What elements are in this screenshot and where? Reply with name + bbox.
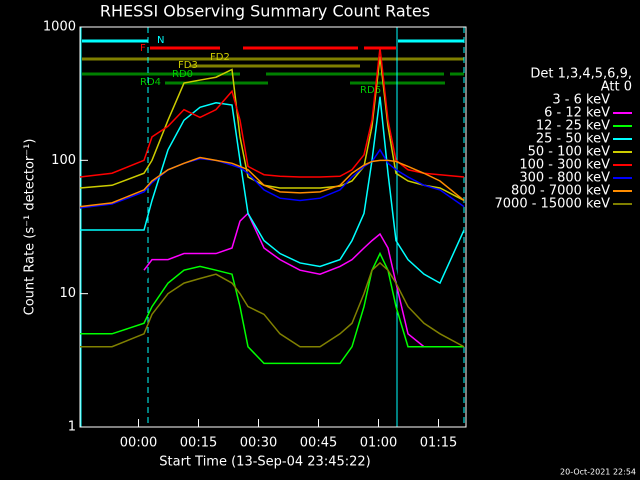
timestamp: 20-Oct-2021 22:54	[560, 468, 636, 477]
y-tick-label: 1	[68, 420, 76, 435]
legend-title: Att 0	[601, 80, 632, 95]
series-line	[143, 212, 464, 348]
flag-label: F	[140, 43, 146, 54]
x-tick-label: 01:00	[360, 436, 397, 451]
chart-title: RHESSI Observing Summary Count Rates	[100, 2, 430, 21]
legend-label: 50 - 100 keV	[528, 145, 611, 160]
legend-label: 12 - 25 keV	[536, 119, 610, 134]
flag-label: RD0	[172, 69, 193, 80]
series-line	[79, 148, 465, 209]
series-line	[80, 251, 464, 365]
legend-label: 800 - 7000 keV	[511, 184, 610, 199]
x-tick-label: 01:15	[420, 436, 457, 451]
y-tick-label: 1000	[43, 20, 76, 35]
flag-label: N	[157, 35, 164, 46]
series-line	[79, 47, 465, 178]
legend-label: 3 - 6 keV	[552, 93, 610, 108]
flag-label: RD6	[360, 85, 381, 96]
flag-bars: N F FD2 FD3 RD0 RD4 RD6	[82, 35, 464, 96]
legend-label: 25 - 50 keV	[536, 132, 610, 147]
legend-label: 100 - 300 keV	[519, 158, 610, 173]
series-line	[79, 156, 465, 208]
legend-label: 6 - 12 keV	[544, 106, 610, 121]
x-axis-label: Start Time (13-Sep-04 23:45:22)	[159, 455, 370, 470]
flag-label: FD3	[178, 60, 198, 71]
plot-frame	[79, 26, 467, 428]
legend-label: 300 - 800 keV	[519, 171, 610, 186]
series-line	[143, 205, 465, 388]
series-line	[80, 261, 465, 348]
x-tick-label: 00:15	[180, 436, 217, 451]
y-tick-label: 100	[51, 153, 76, 168]
y-tick-label: 10	[59, 286, 76, 301]
series-line	[79, 56, 465, 202]
x-tick-label: 00:30	[240, 436, 277, 451]
legend-title: Det 1,3,4,5,6,9,	[530, 67, 632, 82]
legend-label: 7000 - 15000 keV	[495, 197, 611, 212]
series-line	[80, 96, 465, 285]
x-tick-label: 00:45	[300, 436, 337, 451]
x-tick-label: 00:00	[120, 436, 157, 451]
flag-label: FD2	[210, 52, 230, 63]
flag-label: RD4	[140, 77, 161, 88]
y-axis-label: Count Rate (s⁻¹ detector⁻¹)	[23, 139, 38, 316]
